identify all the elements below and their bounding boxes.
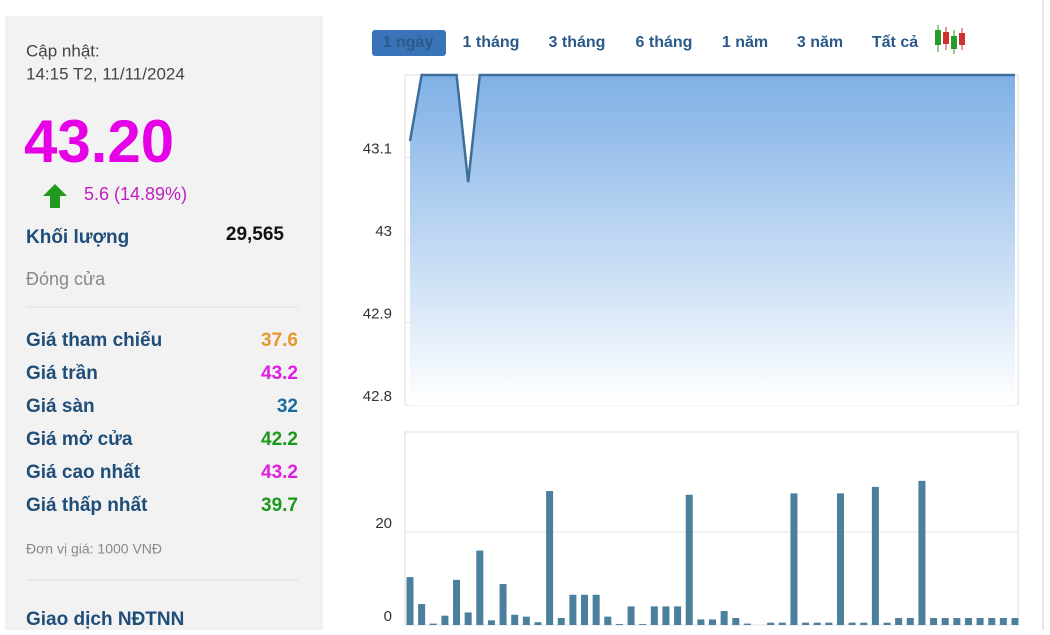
volume-bar: [767, 622, 775, 625]
volume-bar: [732, 618, 740, 625]
volume: 29,565: [226, 224, 285, 245]
volume-bar: [499, 584, 507, 625]
volume-bar: [592, 594, 600, 625]
row-value: 39.7: [261, 495, 298, 516]
up-arrow: [43, 184, 67, 208]
plot-frame: [404, 431, 1019, 626]
row-label: Giá mở cửa: [26, 429, 133, 450]
volume-bar: [964, 618, 972, 625]
period-tab[interactable]: 1 năm: [722, 34, 768, 51]
row-value: 32: [277, 396, 298, 417]
volume-bar: [778, 622, 786, 625]
volume-bar: [464, 612, 472, 625]
price-area: [410, 75, 1015, 405]
volume-bar: [813, 622, 821, 625]
volume-bar: [918, 480, 926, 625]
volume-bar: [569, 594, 577, 625]
volume-bar: [429, 623, 437, 625]
row-label: Giá trần: [26, 363, 98, 384]
volume-bar: [674, 606, 682, 625]
y-tick-label: 43: [375, 223, 392, 240]
volume-bar: [557, 618, 565, 625]
volume-bar: [546, 491, 554, 625]
volume-bar: [999, 618, 1007, 625]
volume-bar: [790, 493, 798, 625]
volume-bar: [906, 618, 914, 625]
volume-bar: [581, 594, 589, 625]
y-tick-label: 20: [375, 515, 392, 532]
volume-bar: [860, 622, 868, 625]
volume-bar: [406, 577, 414, 625]
volume-bar: [883, 622, 891, 625]
row-value: 37.6: [261, 330, 298, 351]
volume-bar: [476, 550, 484, 625]
volume-bar: [953, 618, 961, 625]
volume-bar: [1011, 618, 1019, 625]
y-tick-label: 43.1: [363, 140, 392, 157]
active-tab-bg: [372, 30, 446, 56]
unit-note: Đơn vị giá: 1000 VNĐ: [26, 541, 162, 557]
period-tab[interactable]: 3 năm: [797, 34, 843, 51]
foreign-label: Giao dịch NĐTNN: [26, 609, 184, 630]
volume-bar: [441, 615, 449, 625]
volume-bar: [662, 606, 670, 625]
volume-bar: [604, 616, 612, 625]
volume-bar: [650, 606, 658, 625]
period-tab[interactable]: 6 tháng: [636, 34, 693, 51]
volume-bar: [976, 618, 984, 625]
volume-bar: [685, 494, 693, 625]
volume-bar: [511, 614, 519, 625]
volume-bar: [941, 618, 949, 625]
volume-bar: [802, 622, 810, 625]
update-time: 14:15 T2, 11/11/2024: [26, 64, 185, 83]
change: 5.6 (14.89%): [84, 184, 187, 204]
update-label: Cập nhật:: [26, 41, 100, 60]
volume-bar: [534, 622, 542, 625]
volume-bar: [709, 619, 716, 625]
volume-bar: [522, 616, 530, 625]
y-tick-label: 42.8: [363, 388, 392, 405]
row-label: Giá cao nhất: [26, 462, 141, 483]
period-tab[interactable]: 3 tháng: [549, 34, 606, 51]
y-tick-label: 0: [384, 608, 392, 625]
volume-bar: [627, 606, 635, 625]
volume-bar: [487, 620, 495, 625]
row-label: Giá tham chiếu: [26, 330, 162, 351]
volume-bar: [453, 579, 461, 625]
period-tab[interactable]: Tất cả: [872, 34, 918, 51]
row-label: Giá thấp nhất: [26, 495, 148, 516]
period-tab[interactable]: 1 tháng: [463, 34, 520, 51]
row-label: Giá sàn: [26, 396, 95, 417]
volume-bar: [988, 618, 996, 625]
volume-bar: [848, 622, 856, 625]
volume-bar: [720, 611, 728, 625]
info-panel: [5, 16, 323, 630]
volume-bar: [639, 624, 647, 625]
period-tab[interactable]: 1 ngày: [383, 34, 434, 51]
volume-bar: [743, 623, 751, 625]
volume-bar: [836, 493, 844, 625]
volume-bar: [418, 604, 426, 625]
row-value: 42.2: [261, 429, 298, 450]
price-line: [408, 73, 1015, 183]
candle-icon: [935, 25, 965, 54]
volume-bar: [871, 486, 879, 625]
price: 43.20: [24, 108, 174, 175]
volume-bar: [930, 618, 938, 625]
volume-bar: [825, 622, 833, 625]
volume-bar: [615, 624, 623, 625]
status: Đóng cửa: [26, 269, 106, 289]
row-value: 43.2: [261, 363, 298, 384]
y-tick-label: 42.9: [363, 305, 392, 322]
volume-bar: [697, 619, 705, 625]
volume-label: Khối lượng: [26, 227, 129, 248]
row-value: 43.2: [261, 462, 298, 483]
volume-bar: [895, 618, 903, 625]
